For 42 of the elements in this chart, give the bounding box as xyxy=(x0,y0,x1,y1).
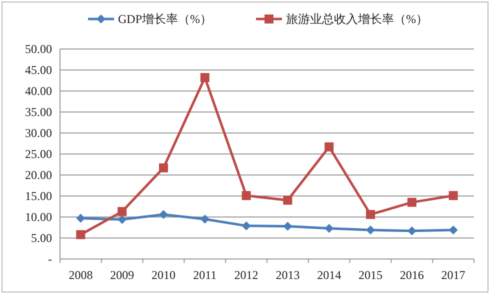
x-tick-label: 2009 xyxy=(110,268,134,282)
x-tick-label: 2017 xyxy=(441,268,466,282)
point xyxy=(407,198,416,207)
x-tick-label: 2011 xyxy=(193,268,217,282)
y-tick-label: 35.00 xyxy=(25,105,52,119)
point xyxy=(448,191,458,200)
y-tick-label: 45.00 xyxy=(25,63,52,77)
point xyxy=(200,73,210,82)
point xyxy=(283,196,292,205)
point xyxy=(324,142,334,152)
y-tick-label: 30.00 xyxy=(25,126,52,140)
point xyxy=(159,210,168,219)
point xyxy=(159,163,168,172)
point xyxy=(448,226,458,235)
point xyxy=(118,215,127,224)
point xyxy=(200,214,210,224)
point xyxy=(242,191,251,200)
point xyxy=(242,221,251,230)
point xyxy=(366,210,375,219)
point xyxy=(76,214,86,223)
point xyxy=(76,230,86,240)
y-tick-label: 15.00 xyxy=(25,189,52,203)
x-tick-label: 2016 xyxy=(400,268,424,282)
point xyxy=(324,224,334,233)
point xyxy=(118,207,127,216)
point xyxy=(283,222,292,231)
x-tick-label: 2013 xyxy=(276,268,300,282)
point xyxy=(366,226,375,235)
x-tick-label: 2010 xyxy=(152,268,176,282)
y-tick-label: 25.00 xyxy=(25,147,52,161)
y-tick-label: 10.00 xyxy=(25,210,52,224)
x-tick-label: 2008 xyxy=(68,268,93,282)
y-tick-label: 50.00 xyxy=(25,42,52,56)
x-tick-label: 2015 xyxy=(358,268,382,282)
y-tick-label: 20.00 xyxy=(25,168,52,182)
y-tick-label: - xyxy=(48,252,52,266)
x-tick-label: 2012 xyxy=(234,268,258,282)
legend-label: 旅游业总收入增长率（%） xyxy=(286,12,428,26)
x-tick-label: 2014 xyxy=(317,268,342,282)
y-tick-label: 5.00 xyxy=(31,231,52,245)
legend-label: GDP增长率（%） xyxy=(118,12,212,26)
y-tick-label: 40.00 xyxy=(25,84,52,98)
